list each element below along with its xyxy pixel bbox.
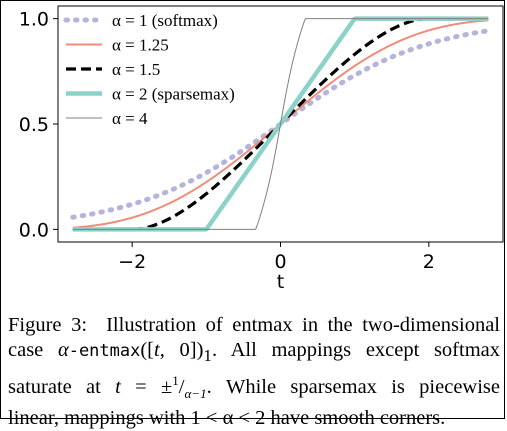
legend-label: α = 1.25: [112, 36, 169, 55]
y-tick-label: 0.0: [19, 219, 49, 241]
entmax-chart: −2 0 20.00.51.0 α = 1 (softmax)α = 1.25α =…: [0, 0, 507, 310]
caption-line-3: saturate at t = ±1/α−1. While sparsemax …: [8, 368, 500, 406]
legend-label: α = 4: [112, 109, 148, 128]
caption-line-4: linear, mappings with 1 < α < 2 have smo…: [8, 406, 500, 431]
x-tick-label: 2: [423, 251, 435, 273]
figure-caption: Figure 3: Illustration of entmax in the …: [8, 313, 500, 431]
legend-label: α = 2 (sparsemax): [112, 85, 235, 104]
caption-label: Figure 3:: [8, 314, 87, 336]
legend: α = 1 (softmax) α = 1.25 α = 1.5 α = 2 (spa…: [66, 11, 235, 128]
caption-line-1: Figure 3: Illustration of entmax in the …: [8, 313, 500, 338]
caption-line-2: case α-entmax([t, 0])1. All mappings exc…: [8, 338, 500, 368]
x-tick-label: −2: [118, 251, 146, 273]
legend-label: α = 1 (softmax): [112, 11, 218, 30]
legend-label: α = 1.5: [112, 60, 160, 79]
y-tick-label: 1.0: [19, 9, 49, 31]
plot-area: −2 0 20.00.51.0 α = 1 (softmax)α = 1.25α =…: [19, 6, 503, 273]
axis-ticks: −2 0 2 0.0 0.5 1.0: [19, 9, 435, 273]
x-tick-label: 0: [274, 251, 286, 273]
y-tick-label: 0.5: [19, 114, 49, 136]
x-axis-label: t: [277, 271, 284, 293]
